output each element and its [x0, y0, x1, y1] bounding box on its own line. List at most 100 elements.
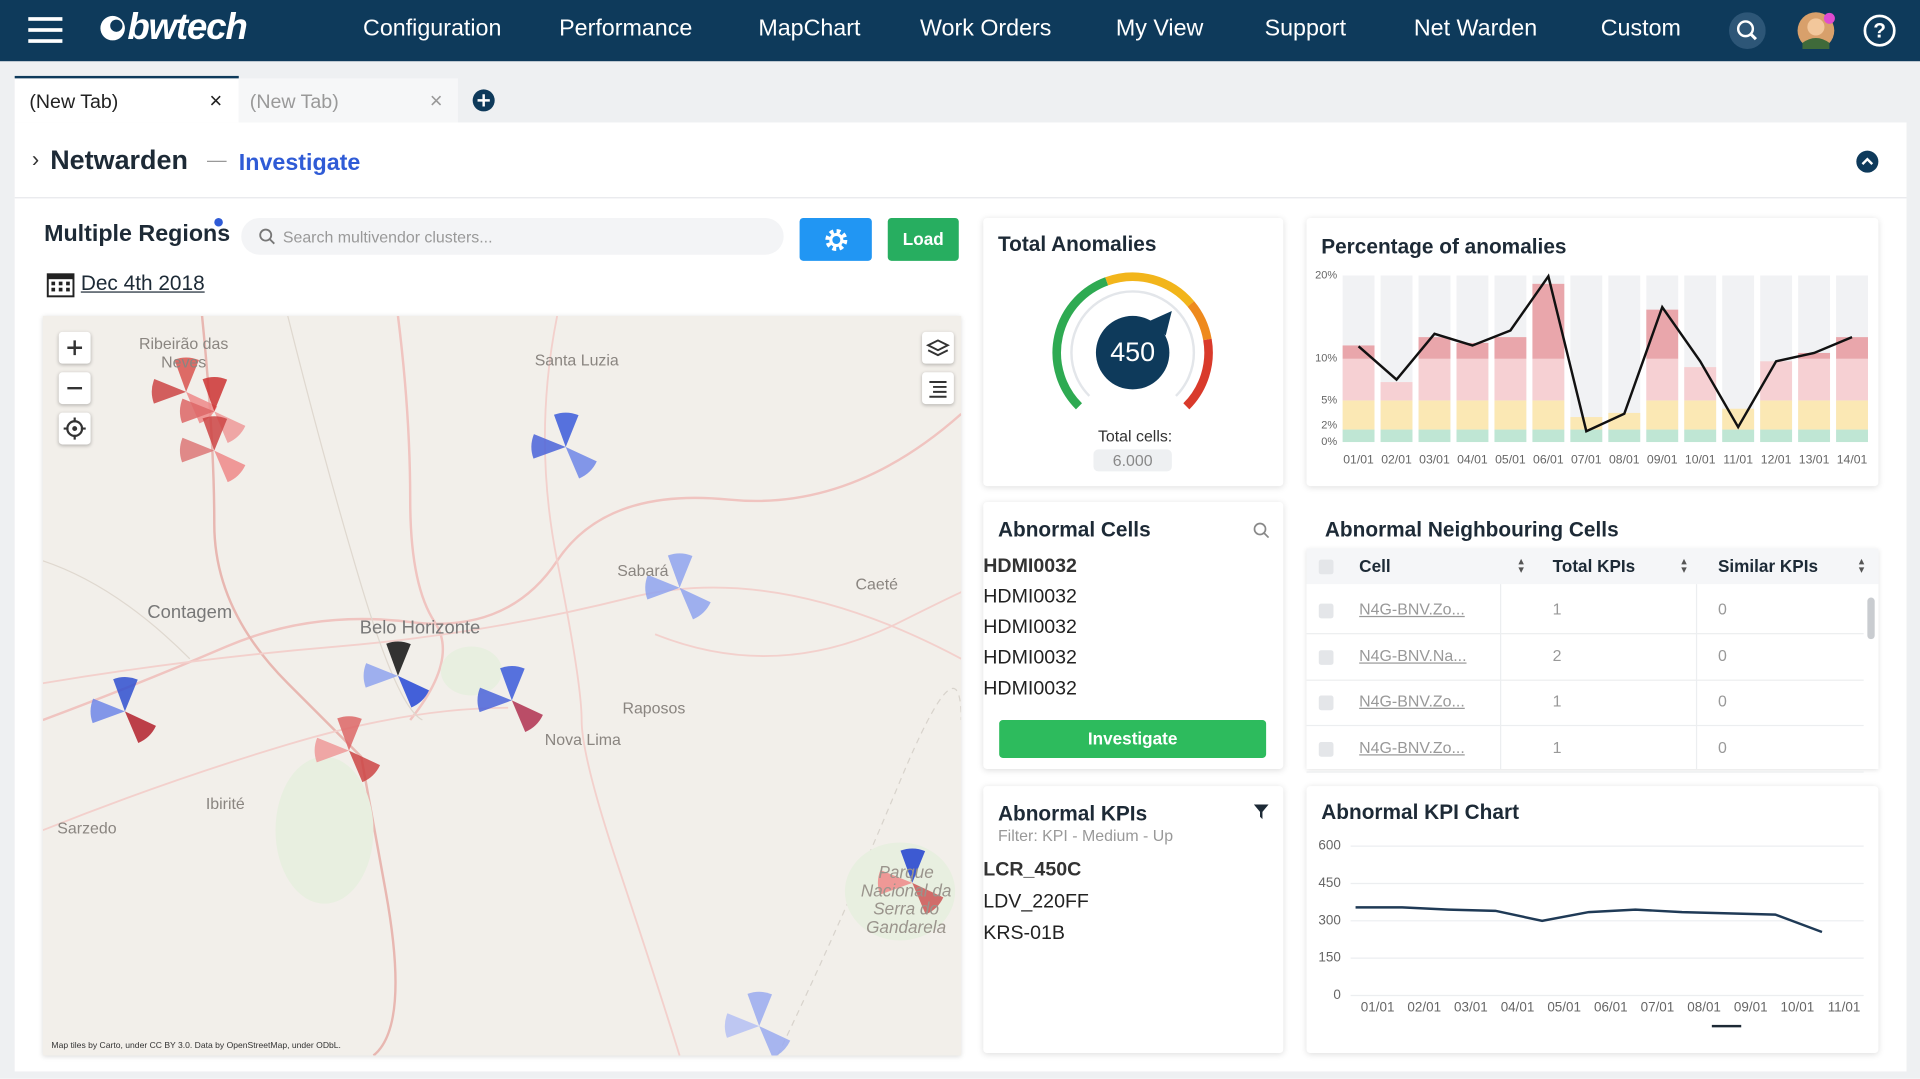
sort-icon[interactable]: ▴ ▾: [1681, 554, 1687, 576]
kpi-item[interactable]: LDV_220FF: [983, 891, 1089, 913]
scrollbar[interactable]: [1867, 597, 1875, 640]
cell-sector: [645, 574, 680, 600]
cell-sector: [348, 750, 381, 783]
logo[interactable]: bwtech: [127, 7, 247, 48]
table-cell: 0: [1717, 691, 1727, 711]
cell-sector: [180, 398, 215, 424]
percentage-card: Percentage of anomalies: [1306, 217, 1879, 487]
column-header[interactable]: Similar KPIs: [1717, 555, 1819, 576]
table: Cell ▴ ▾ Total KPIs ▴ ▾ Similar KPIs ▴ ▾ N4G-BNV.…: [1306, 548, 1879, 773]
map-label: Sarzedo: [57, 818, 117, 837]
column-header[interactable]: Cell: [1359, 555, 1391, 576]
add-tab[interactable]: [471, 88, 495, 112]
kpi-item[interactable]: KRS-01B: [983, 923, 1065, 945]
map-label: Ribeirão das Neves: [138, 334, 229, 372]
cell-sector: [314, 737, 349, 763]
cell-sector: [174, 357, 199, 392]
map-label: Caeté: [855, 574, 898, 594]
cell-sector: [386, 641, 411, 676]
kpi-chart-card: Abnormal KPI Chart: [1306, 786, 1879, 1054]
table-cell[interactable]: N4G-BNV.Zo...: [1359, 600, 1465, 619]
checkbox[interactable]: [1318, 559, 1334, 575]
page-title: Netwarden: [50, 144, 188, 176]
gear-icon: [825, 228, 848, 252]
table-cell[interactable]: N4G-BNV.Zo...: [1359, 691, 1465, 711]
menu-icon[interactable]: [28, 16, 63, 45]
cell-item[interactable]: HDMI0032: [983, 617, 1077, 638]
kpi-item[interactable]: LCR_450C: [983, 859, 1082, 881]
legend-button[interactable]: [922, 372, 954, 405]
nav-item[interactable]: Configuration: [363, 15, 502, 42]
sort-icon[interactable]: ▴ ▾: [1858, 554, 1865, 576]
cell-sector: [202, 416, 228, 451]
tab-close[interactable]: ×: [429, 88, 443, 113]
search-icon[interactable]: [1253, 522, 1270, 539]
zoom-in[interactable]: [58, 331, 91, 364]
nav-item[interactable]: Custom: [1600, 15, 1681, 42]
neighbours-card: Abnormal Neighbouring Cells Cell ▴ ▾ Total …: [1306, 502, 1879, 773]
nav-item[interactable]: Support: [1264, 15, 1347, 42]
nav-item[interactable]: My View: [1115, 15, 1204, 42]
layers-button[interactable]: [922, 331, 954, 364]
sort-icon[interactable]: ▴ ▾: [1518, 554, 1524, 576]
column-header[interactable]: Total KPIs: [1552, 555, 1636, 576]
cell-item[interactable]: HDMI0032: [983, 647, 1077, 669]
cell-sector: [877, 870, 913, 895]
info-dot[interactable]: [214, 217, 223, 227]
zoom-out[interactable]: [58, 372, 91, 405]
settings-button[interactable]: [799, 217, 872, 261]
cell-sector: [113, 677, 138, 712]
table-cell: 1: [1552, 600, 1562, 619]
cell-item[interactable]: HDMI0032: [983, 678, 1077, 700]
nav-item[interactable]: Net Warden: [1413, 15, 1538, 42]
card-title: Percentage of anomalies: [1321, 235, 1567, 259]
checkbox[interactable]: [1318, 695, 1334, 711]
collapse-button[interactable]: [1855, 149, 1879, 173]
abnormal-kpis-card: Abnormal KPIs Filter: KPI - Medium - Up …: [983, 786, 1284, 1054]
tab[interactable]: (New Tab) ×: [238, 78, 458, 123]
calendar-icon[interactable]: [46, 271, 75, 298]
card-title: Abnormal Cells: [997, 517, 1151, 542]
nav-item[interactable]: Work Orders: [919, 15, 1052, 42]
checkbox[interactable]: [1318, 603, 1334, 619]
cell-sector: [759, 1026, 791, 1056]
cell-sector: [337, 716, 362, 751]
cell-sector: [511, 700, 543, 732]
avatar[interactable]: [1796, 11, 1838, 50]
table-cell: 2: [1552, 645, 1562, 665]
map-label: Belo Horizonte: [359, 617, 481, 639]
table-cell[interactable]: N4G-BNV.Zo...: [1359, 737, 1465, 757]
cell-item[interactable]: HDMI0032: [983, 586, 1077, 608]
card-title: Abnormal KPIs: [997, 802, 1148, 826]
date-picker[interactable]: Dec 4th 2018: [80, 271, 205, 296]
load-button[interactable]: Load: [887, 217, 959, 261]
chart-scroll-indicator[interactable]: [1711, 1024, 1742, 1028]
map[interactable]: Ribeirão das Neves Santa Luzia Contagem Bel…: [42, 315, 962, 1056]
regions-title: Multiple Regions: [44, 221, 231, 248]
table-cell: 1: [1552, 737, 1562, 757]
nav-item[interactable]: Performance: [559, 15, 693, 42]
locate[interactable]: [58, 412, 91, 445]
cell-sector: [500, 666, 525, 701]
table-cell[interactable]: N4G-BNV.Na...: [1359, 645, 1467, 665]
card-title: Abnormal Neighbouring Cells: [1324, 517, 1619, 542]
nav-item[interactable]: MapChart: [758, 15, 861, 42]
help-button[interactable]: ?: [1862, 13, 1896, 47]
card-title: Abnormal KPI Chart: [1321, 800, 1520, 825]
cell-sector: [667, 553, 693, 588]
tab[interactable]: (New Tab) ×: [14, 75, 239, 123]
search-input[interactable]: Search multivendor clusters...: [241, 217, 784, 255]
tab-close[interactable]: ×: [209, 88, 223, 113]
tab-label: (New Tab): [249, 91, 339, 113]
filter-icon[interactable]: [1253, 803, 1270, 820]
investigate-button[interactable]: Investigate: [999, 720, 1267, 758]
expand-icon[interactable]: ›: [31, 146, 40, 172]
map-label: Sabará: [617, 561, 669, 580]
checkbox[interactable]: [1318, 741, 1334, 757]
row-divider: [1306, 724, 1864, 727]
search-button[interactable]: [1728, 12, 1766, 49]
cell-item[interactable]: HDMI0032: [983, 555, 1077, 577]
checkbox[interactable]: [1318, 649, 1334, 665]
cell-sector: [679, 587, 711, 620]
